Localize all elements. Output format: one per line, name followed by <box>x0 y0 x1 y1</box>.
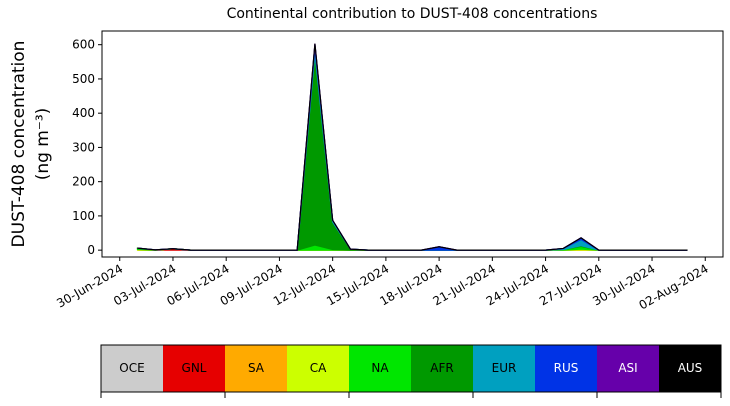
legend-label: ASI <box>618 361 637 375</box>
legend-frame <box>100 344 722 393</box>
legend-label: NA <box>371 361 389 375</box>
y-tick-label: 500 <box>72 72 95 86</box>
legend-label: EUR <box>492 361 517 375</box>
legend-label: OCE <box>119 361 144 375</box>
legend-swatch <box>225 345 287 392</box>
legend-swatch <box>349 345 411 392</box>
y-tick-label: 300 <box>72 140 95 154</box>
legend-label: AUS <box>678 361 703 375</box>
y-axis-label: DUST-408 concentration <box>9 41 29 248</box>
legend-swatch <box>535 345 597 392</box>
plot-frame <box>101 30 724 258</box>
legend-swatch <box>163 345 225 392</box>
legend-swatch <box>597 345 659 392</box>
legend-swatch <box>473 345 535 392</box>
y-tick-label: 600 <box>72 38 95 52</box>
y-tick-label: 400 <box>72 106 95 120</box>
legend-label: AFR <box>430 361 453 375</box>
area <box>136 53 688 251</box>
area <box>137 48 688 251</box>
area <box>137 43 688 251</box>
legend-label: SA <box>248 361 265 375</box>
area <box>136 244 688 251</box>
y-tick-label: 0 <box>87 243 95 257</box>
y-tick-label: 100 <box>72 209 95 223</box>
legend-label: GNL <box>182 361 207 375</box>
legend-swatch <box>101 345 163 392</box>
area <box>137 43 688 251</box>
y-axis-unit: (ng m⁻³) <box>33 108 53 181</box>
legend-label: CA <box>310 361 327 375</box>
legend-label: RUS <box>554 361 579 375</box>
chart-title: Continental contribution to DUST-408 con… <box>227 6 598 22</box>
legend-swatch <box>659 345 721 392</box>
area <box>137 44 688 251</box>
legend-swatch <box>411 345 473 392</box>
legend-swatch <box>287 345 349 392</box>
y-tick-label: 200 <box>72 175 95 189</box>
